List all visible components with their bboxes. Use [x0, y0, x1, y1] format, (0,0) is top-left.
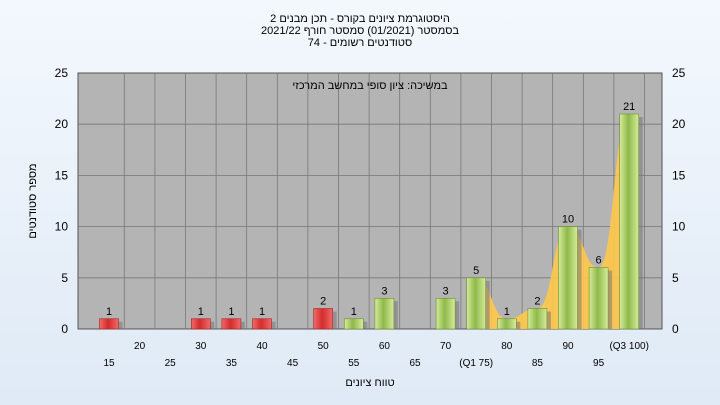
- bar-5: [252, 318, 272, 330]
- data-label-5: 1: [259, 306, 265, 318]
- data-label-8: 1: [351, 306, 357, 318]
- chart-title-line-1: היסטוגרמת ציונים בקורס - תכן מבנים 2: [270, 13, 450, 25]
- bar-9: [374, 297, 395, 330]
- x-category-label-15: 90: [562, 341, 574, 352]
- x-category-label-6: 45: [287, 358, 299, 369]
- y-tick-right-4: 20: [672, 117, 686, 131]
- y-tick-left-3: 15: [55, 168, 69, 182]
- x-category-label-0: 15: [103, 358, 115, 369]
- x-category-label-2: 25: [165, 358, 177, 369]
- x-category-label-9: 60: [379, 341, 391, 352]
- chart-title-line-2: בסמסטר (01/2021) סמסטר חורף 2021/22: [261, 25, 459, 37]
- x-category-label-8: 55: [348, 358, 360, 369]
- bar-11: [435, 297, 456, 330]
- chart-annotation: במשיכה: ציון סופי במחשב המרכזי: [292, 80, 448, 92]
- x-axis-title: טווח ציונים: [345, 377, 394, 389]
- x-category-label-3: 30: [195, 341, 207, 352]
- x-category-label-7: 50: [318, 341, 330, 352]
- bar-14: [527, 308, 548, 330]
- x-category-label-13: 80: [501, 341, 513, 352]
- data-label-13: 1: [504, 306, 510, 318]
- data-label-9: 3: [381, 285, 387, 297]
- x-category-label-16: 95: [593, 358, 605, 369]
- data-label-14: 2: [534, 296, 540, 308]
- x-category-label-4: 35: [226, 358, 238, 369]
- chart-titles: היסטוגרמת ציונים בקורס - תכן מבנים 2 בסמ…: [261, 13, 459, 49]
- data-label-16: 6: [596, 255, 602, 267]
- y-tick-left-0: 0: [61, 322, 68, 336]
- y-tick-right-5: 25: [672, 66, 686, 80]
- bar-4: [221, 318, 242, 330]
- bar-15: [558, 226, 578, 330]
- y-tick-right-0: 0: [672, 322, 679, 336]
- bar-16: [588, 267, 609, 330]
- y-tick-left-4: 20: [55, 117, 69, 131]
- data-label-7: 2: [320, 296, 326, 308]
- data-label-12: 5: [473, 265, 479, 277]
- x-category-label-10: 65: [409, 358, 421, 369]
- x-category-label-5: 40: [256, 341, 268, 352]
- bar-0: [99, 318, 119, 330]
- bar-8: [343, 318, 364, 330]
- bars-group: [99, 113, 643, 330]
- chart-title-line-3: סטודנטים רשומים - 74: [308, 37, 412, 49]
- y-tick-left-2: 10: [55, 220, 69, 234]
- x-category-label-1: 20: [134, 341, 146, 352]
- data-label-17: 21: [623, 101, 635, 113]
- y-axis-right-ticks: 0 5 10 15 20 25: [672, 66, 686, 336]
- bar-7: [313, 308, 334, 330]
- bar-13: [496, 318, 517, 330]
- x-category-label-14: 85: [532, 358, 544, 369]
- y-axis-title: מספר סטודנטים: [27, 163, 39, 238]
- y-tick-left-1: 5: [61, 271, 68, 285]
- y-axis-left-ticks: 0 5 10 15 20 25: [55, 66, 69, 336]
- data-label-3: 1: [198, 306, 204, 318]
- data-label-4: 1: [228, 306, 234, 318]
- bar-3: [191, 318, 211, 330]
- x-category-label-12: (Q1 75): [459, 358, 493, 369]
- bar-17: [619, 113, 640, 330]
- y-tick-right-2: 10: [672, 220, 686, 234]
- x-category-label-17: (Q3 100): [609, 341, 648, 352]
- x-axis-category-labels: 15 20 25 30 35 40 45 50 55 60 65 70 (Q1 75) 80 85 90 95 (…: [103, 341, 648, 369]
- data-label-11: 3: [443, 285, 449, 297]
- y-tick-right-1: 5: [672, 271, 679, 285]
- x-category-label-11: 70: [440, 341, 452, 352]
- y-tick-right-3: 15: [672, 168, 686, 182]
- data-label-15: 10: [562, 214, 574, 226]
- bar-12: [466, 277, 487, 330]
- y-tick-left-5: 25: [55, 66, 69, 80]
- data-label-0: 1: [106, 306, 112, 318]
